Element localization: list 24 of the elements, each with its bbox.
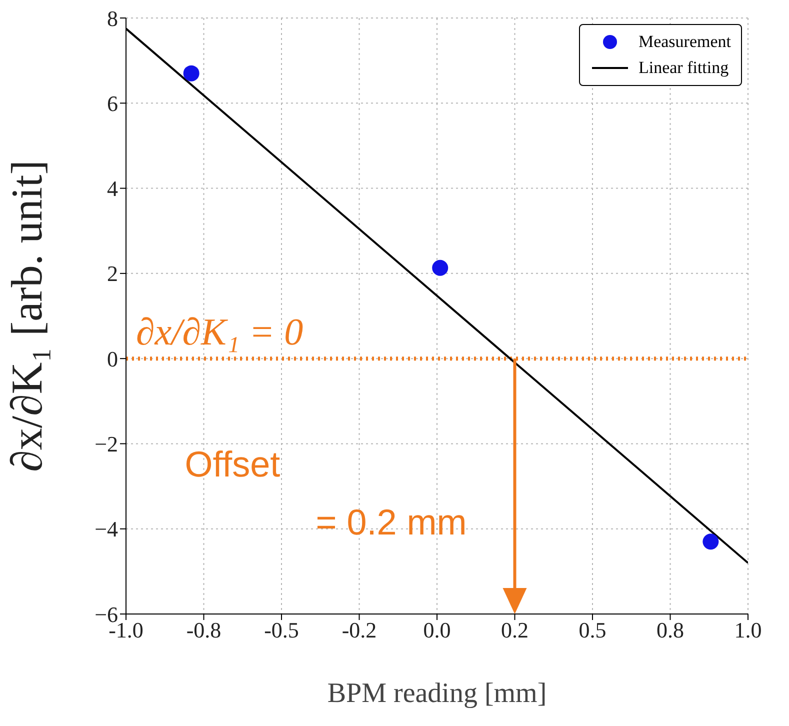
y-axis-title: ∂x/∂K₁ [arb. unit] bbox=[2, 160, 52, 472]
x-tick-label: 0.0 bbox=[423, 618, 451, 643]
x-tick-label: -0.5 bbox=[264, 618, 299, 643]
x-axis-title: BPM reading [mm] bbox=[327, 678, 547, 709]
y-tick-label: 8 bbox=[107, 6, 118, 31]
x-tick-label: -0.2 bbox=[342, 618, 377, 643]
ref-line-label: ∂x/∂K₁ = 0 bbox=[136, 312, 304, 354]
legend-label: Measurement bbox=[638, 32, 731, 52]
x-tick-label: 0.5 bbox=[578, 618, 606, 643]
y-tick-label: 2 bbox=[107, 261, 118, 286]
y-tick-label: −4 bbox=[94, 516, 118, 542]
legend-label: Linear fitting bbox=[638, 58, 729, 78]
x-tick-label: 0.2 bbox=[501, 618, 528, 643]
y-tick-label: 4 bbox=[107, 176, 118, 202]
y-tick-label: 0 bbox=[107, 346, 118, 372]
point bbox=[702, 534, 719, 550]
point bbox=[183, 65, 200, 82]
x-tick-label: 0.8 bbox=[656, 618, 684, 643]
x-tick-label: -0.8 bbox=[186, 618, 222, 643]
point bbox=[432, 260, 448, 276]
y-tick-label: −2 bbox=[94, 432, 118, 457]
x-tick-label: 1.0 bbox=[734, 618, 762, 643]
y-tick-label: 6 bbox=[107, 90, 118, 116]
annotation: Offset = 0.2 mm bbox=[184, 444, 467, 543]
